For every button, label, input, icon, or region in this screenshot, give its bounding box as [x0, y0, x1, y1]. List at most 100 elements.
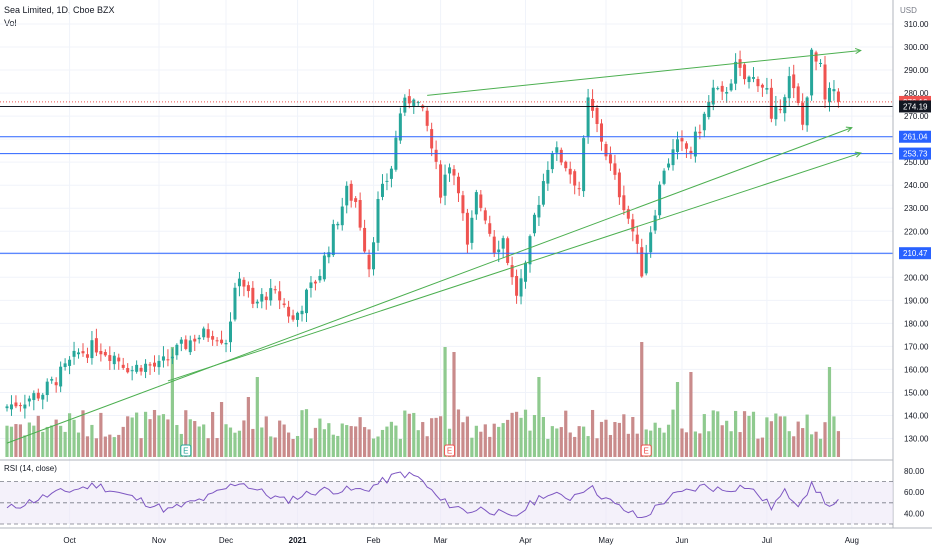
volume-bar	[27, 422, 31, 457]
candle-body	[814, 52, 818, 62]
candle-body	[313, 281, 317, 284]
volume-indicator-label[interactable]: Vol	[4, 18, 17, 28]
candle-body	[537, 204, 541, 218]
trend-line	[167, 152, 861, 382]
candle-body	[300, 310, 304, 315]
candle-body	[568, 168, 572, 175]
price-label-box	[899, 147, 931, 160]
volume-bar	[166, 419, 170, 457]
volume-bar	[702, 414, 706, 457]
price-tick-label: 160.00	[904, 365, 929, 374]
candle-body	[622, 195, 626, 211]
volume-bar	[742, 411, 747, 457]
candle-body	[600, 123, 604, 142]
volume-bar	[269, 436, 273, 457]
candle-body	[94, 338, 98, 353]
price-tick-label: 190.00	[904, 296, 929, 305]
candle-body	[233, 287, 237, 320]
volume-bar	[41, 431, 45, 457]
volume-bar	[519, 417, 523, 457]
candle-body	[550, 153, 554, 170]
volume-bar	[184, 410, 188, 457]
volume-bar	[143, 411, 148, 457]
candle-body	[555, 147, 559, 153]
volume-bar	[707, 431, 711, 457]
earnings-marker[interactable]: E	[180, 444, 192, 457]
candle-body	[287, 306, 291, 317]
candle-body	[649, 232, 653, 253]
candle-body	[792, 74, 796, 89]
candle-body	[376, 199, 380, 243]
volume-bar	[747, 415, 751, 457]
volume-bar	[564, 410, 568, 457]
price-label-box	[899, 100, 931, 113]
volume-bar	[644, 429, 648, 457]
rsi-line	[6, 471, 839, 518]
candle-body	[787, 76, 791, 99]
candle-body	[680, 138, 684, 142]
volume-bar	[206, 438, 210, 457]
volume-bar	[640, 342, 644, 457]
earnings-marker[interactable]: E	[640, 444, 652, 457]
candle-body	[479, 194, 483, 208]
volume-bar	[765, 417, 769, 457]
volume-bar	[398, 438, 402, 457]
candle-body	[372, 242, 376, 270]
symbol-title[interactable]: Sea Limited, 1D, Cboe BZX	[4, 5, 115, 15]
volume-bar	[452, 352, 456, 457]
candle-body	[255, 301, 259, 304]
candle-body	[747, 76, 751, 83]
candle-body	[224, 343, 228, 345]
earnings-marker-label: E	[447, 447, 452, 456]
candle-body	[519, 278, 523, 297]
candle-body	[237, 278, 241, 287]
volume-bar	[626, 433, 630, 457]
candle-body	[501, 238, 505, 249]
volume-bar	[233, 432, 237, 457]
candle-body	[591, 98, 595, 111]
candle-body	[269, 288, 273, 301]
volume-bar	[237, 430, 242, 457]
candle-body	[412, 99, 416, 106]
candle-body	[564, 161, 568, 169]
earnings-marker-label: E	[183, 447, 188, 456]
volume-bar	[309, 438, 313, 457]
candle-body	[582, 138, 586, 192]
price-tick-label: 180.00	[904, 319, 929, 328]
volume-bar	[559, 427, 563, 457]
volume-bar	[608, 434, 613, 457]
volume-bar	[336, 435, 340, 457]
candle-body	[452, 169, 456, 176]
candle-body	[251, 287, 255, 304]
earnings-marker[interactable]: E	[444, 444, 456, 457]
volume-bar	[532, 415, 537, 457]
candle-body	[242, 279, 246, 287]
candle-body	[515, 276, 519, 296]
time-tick-label: Oct	[63, 536, 76, 545]
candle-body	[59, 366, 63, 387]
volume-bar	[599, 421, 604, 457]
volume-bar	[358, 417, 362, 457]
price-tick-label: 170.00	[904, 342, 929, 351]
volume-bar	[734, 410, 738, 457]
candle-body	[403, 97, 407, 113]
volume-bar	[63, 431, 67, 457]
volume-bar	[528, 430, 532, 457]
price-tick-label: 300.00	[904, 43, 929, 52]
volume-bar	[787, 431, 791, 457]
candle-body	[90, 340, 94, 359]
price-label: 253.73	[899, 147, 931, 160]
volume-bar	[50, 425, 54, 457]
volume-bar	[774, 413, 778, 457]
candle-body	[810, 49, 814, 96]
rsi-tick-label: 80.00	[904, 467, 925, 476]
volume-bar	[751, 411, 756, 457]
volume-bar	[246, 397, 250, 457]
candle-body	[179, 339, 183, 344]
candle-body	[658, 184, 662, 216]
candle-body	[161, 356, 165, 361]
volume-bar	[228, 427, 233, 457]
candle-body	[345, 185, 349, 206]
candle-body	[193, 338, 197, 342]
